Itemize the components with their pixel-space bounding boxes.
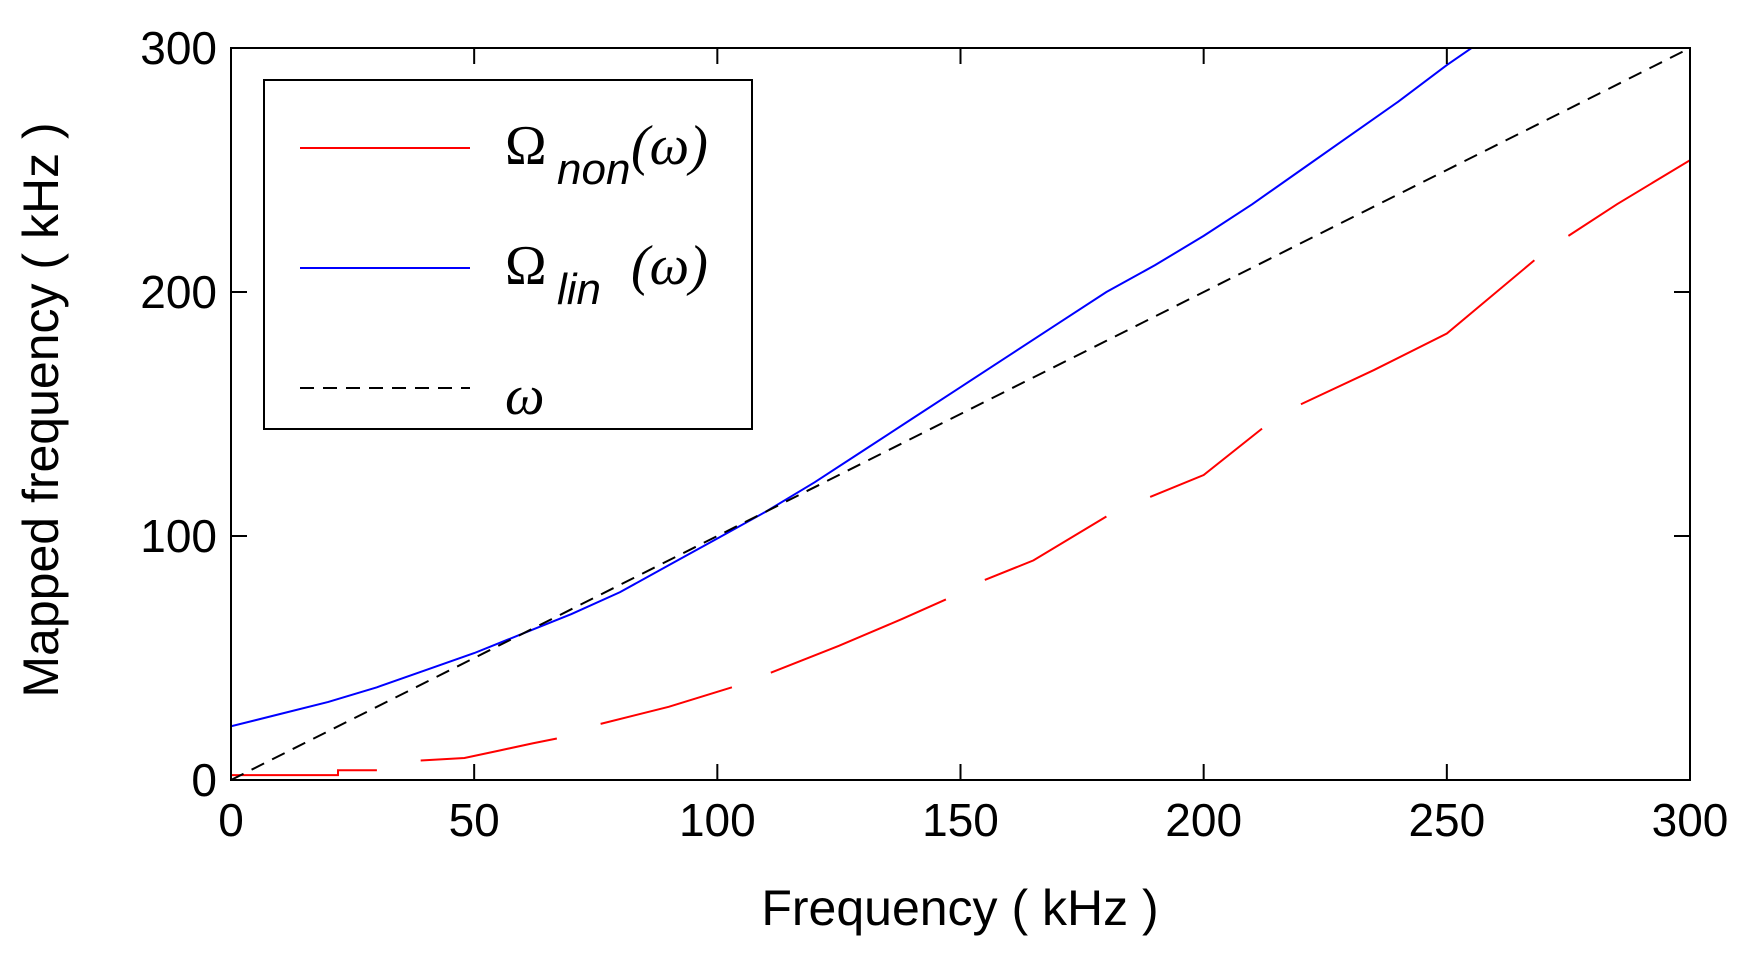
series-0-line-segment-1 bbox=[420, 737, 558, 762]
series-0-line-segment-3 bbox=[770, 598, 947, 674]
legend-box bbox=[263, 79, 753, 430]
series-2-line bbox=[231, 48, 1690, 780]
y-tick-label: 0 bbox=[191, 754, 217, 806]
x-tick-label: 300 bbox=[1652, 794, 1729, 846]
series-0-line-segment-7 bbox=[1567, 159, 1690, 237]
y-axis-title: Mapped frequency ( kHz ) bbox=[13, 122, 69, 697]
y-tick-label: 300 bbox=[140, 22, 217, 74]
x-tick-label: 50 bbox=[449, 794, 500, 846]
series-0-line-segment-2 bbox=[600, 686, 733, 725]
legend-label-main: Ω bbox=[505, 115, 547, 177]
y-tick-label: 100 bbox=[140, 510, 217, 562]
x-tick-label: 250 bbox=[1408, 794, 1485, 846]
series-0-line-segment-4 bbox=[984, 515, 1107, 581]
legend-label-arg: (ω) bbox=[631, 235, 708, 297]
series-0-line-segment-6 bbox=[1300, 259, 1536, 406]
x-axis-title: Frequency ( kHz ) bbox=[761, 880, 1158, 936]
series-0-line-segment-0 bbox=[231, 769, 377, 777]
series-1-line bbox=[231, 48, 1474, 728]
legend-label-arg: (ω) bbox=[631, 115, 708, 177]
legend-label-main: ω bbox=[505, 365, 545, 427]
series-0-line-segment-5 bbox=[1149, 427, 1263, 498]
x-tick-label: 0 bbox=[218, 794, 244, 846]
legend-label-sub: lin bbox=[557, 265, 601, 314]
legend-label-main: Ω bbox=[505, 235, 547, 297]
x-tick-label: 100 bbox=[679, 794, 756, 846]
x-tick-label: 150 bbox=[922, 794, 999, 846]
x-tick-label: 200 bbox=[1165, 794, 1242, 846]
legend-label-sub: non bbox=[557, 145, 630, 194]
y-tick-label: 200 bbox=[140, 266, 217, 318]
